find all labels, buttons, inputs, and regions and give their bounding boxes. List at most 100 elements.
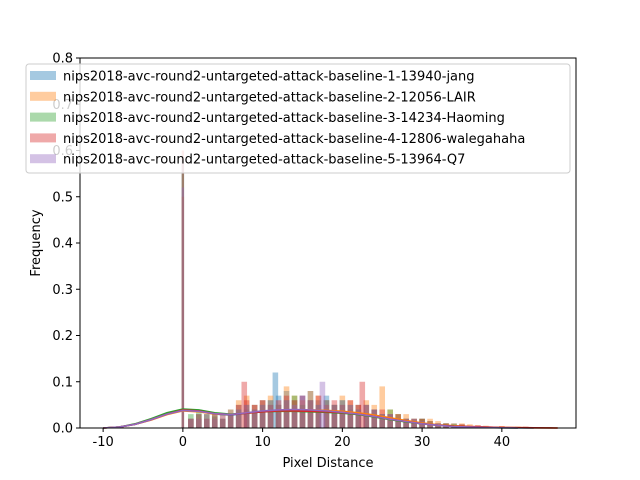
bar-series-4-4 [219, 418, 226, 428]
bar-series-2-2 [204, 414, 210, 429]
x-tick-label-1: 0 [179, 435, 187, 450]
bar-series-3-19 [339, 400, 346, 428]
bar-series-2-21 [355, 404, 362, 429]
bar-series-4-12 [275, 400, 282, 428]
x-tick-label-3: 20 [334, 435, 351, 450]
legend-label-4: nips2018-avc-round2-untargeted-attack-ba… [63, 132, 525, 147]
bar-series-5-18 [323, 400, 330, 428]
bar-series-4-22 [355, 404, 362, 429]
bar-series-3-21 [355, 409, 362, 428]
bar-series-4-5 [227, 414, 234, 429]
bar-series-2-8 [251, 404, 258, 429]
bar-series-4-9 [251, 404, 258, 429]
bar-series-5-7 [243, 404, 250, 429]
bar-series-2-24 [379, 386, 386, 429]
bar-series-5-19 [331, 404, 338, 429]
bar-series-5-24 [371, 409, 378, 428]
bar-series-1-31 [427, 423, 433, 429]
bar-series-1-14 [291, 400, 298, 428]
x-tick-label-4: 30 [414, 435, 431, 450]
legend-box [25, 63, 571, 174]
x-axis-ticks: -10 0 10 20 30 40 [93, 428, 510, 450]
bar-series-5-20 [339, 400, 346, 428]
bar-series-1-8 [251, 404, 258, 429]
bar-series-4-1 [196, 414, 202, 429]
legend-label-5: nips2018-avc-round2-untargeted-attack-ba… [63, 153, 465, 168]
y-tick-label-1: 0.1 [52, 375, 73, 390]
bar-series-1-24 [371, 409, 378, 428]
bar-series-5-27 [395, 418, 401, 428]
bar-series-1-21 [347, 409, 354, 428]
bar-series-3-16 [315, 404, 322, 429]
bar-series-1-7 [243, 409, 250, 428]
bar-series-5-4 [219, 414, 226, 429]
legend-swatch-2 [30, 91, 56, 101]
bar-series-5-5 [227, 414, 234, 429]
bar-series-4-11 [267, 404, 274, 429]
bar-series-5-0 [188, 418, 194, 428]
bar-series-2-3 [211, 418, 218, 428]
bar-series-1-5 [227, 409, 234, 428]
bar-series-4-0 [188, 418, 194, 428]
bar-series-1-29 [411, 421, 417, 428]
bar-series-1-28 [403, 418, 409, 428]
bar-series-4-6 [235, 404, 242, 429]
bar-series-2-12 [283, 386, 290, 429]
bar-series-5-22 [355, 409, 362, 428]
bar-series-5-25 [379, 414, 386, 429]
bar-series-2-11 [275, 404, 282, 429]
bar-series-4-23 [359, 381, 366, 428]
bar-series-5-9 [259, 404, 266, 429]
bar-series-3-10 [267, 400, 274, 428]
bar-series-1-22 [355, 404, 362, 429]
bar-series-4-7 [241, 381, 248, 428]
bar-series-2-1 [196, 418, 202, 428]
bar-series-1-11 [272, 372, 279, 428]
bar-series-5-21 [347, 404, 354, 429]
bar-series-1-4 [219, 418, 226, 428]
legend-swatch-4 [30, 133, 56, 143]
bar-series-5-1 [196, 418, 202, 428]
bar-series-1-17 [315, 400, 322, 428]
bar-series-2-4 [219, 414, 226, 429]
bar-series-2-14 [299, 400, 306, 428]
y-tick-label-2: 0.2 [52, 329, 73, 344]
legend-swatch-3 [30, 112, 56, 122]
y-axis-label: Frequency [29, 209, 44, 276]
bar-series-5-6 [235, 409, 242, 428]
bar-series-2-18 [331, 404, 338, 429]
spike-series-2 [181, 196, 185, 428]
bar-series-3-4 [219, 418, 226, 428]
bar-series-3-18 [331, 404, 338, 429]
bar-series-4-3 [211, 414, 218, 429]
bar-series-4-25 [371, 409, 378, 428]
spike-series-5 [181, 187, 185, 428]
spike-series-1 [181, 159, 185, 428]
bar-series-3-7 [243, 404, 250, 429]
bar-series-1-23 [363, 414, 370, 429]
bar-series-5-12 [283, 400, 290, 428]
y-tick-label-5: 0.5 [52, 190, 73, 205]
bar-series-2-5 [227, 409, 234, 428]
bar-series-3-20 [347, 404, 354, 429]
bar-series-3-2 [204, 414, 210, 429]
legend-swatch-1 [30, 71, 56, 80]
zero-spikes [181, 150, 185, 429]
bar-series-2-0 [188, 418, 194, 428]
bar-series-3-5 [227, 414, 234, 429]
bar-series-5-3 [211, 418, 218, 428]
bar-series-1-27 [395, 418, 401, 428]
legend: nips2018-avc-round2-untargeted-attack-ba… [25, 63, 571, 174]
bar-series-5-8 [251, 409, 258, 428]
y-tick-label-4: 0.4 [52, 237, 73, 252]
bar-series-3-27 [403, 418, 409, 428]
bar-series-4-19 [331, 400, 338, 428]
bar-series-5-16 [315, 404, 322, 429]
bar-series-4-27 [387, 414, 393, 429]
legend-label-3: nips2018-avc-round2-untargeted-attack-ba… [63, 111, 505, 126]
bar-series-3-23 [371, 409, 378, 428]
bar-series-4-29 [403, 418, 409, 428]
bar-series-4-16 [307, 400, 314, 428]
bar-series-1-3 [211, 416, 218, 428]
bar-series-5-15 [307, 400, 314, 428]
